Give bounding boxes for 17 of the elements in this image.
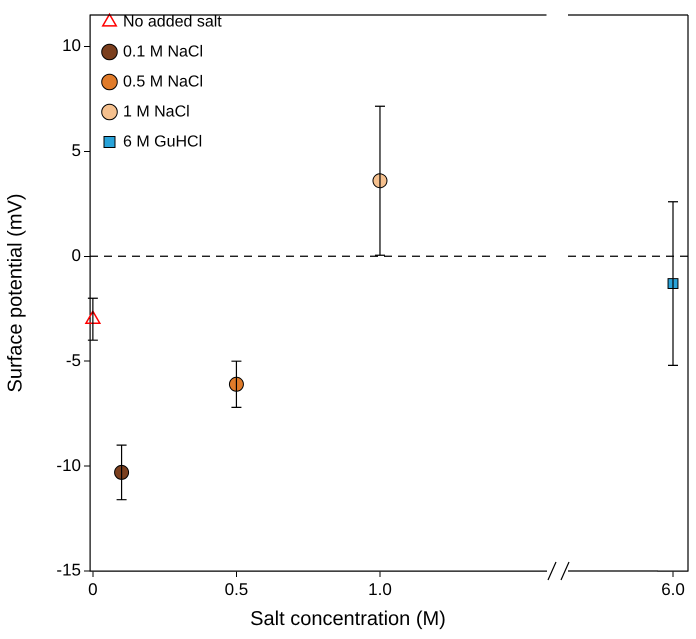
legend-label: 0.1 M NaCl — [123, 43, 204, 60]
x-tick-label: 0.5 — [224, 580, 248, 599]
x-tick-label: 1.0 — [368, 580, 392, 599]
y-tick-label: 5 — [72, 141, 81, 160]
legend-label: 0.5 M NaCl — [123, 73, 204, 90]
y-tick-label: 10 — [62, 36, 81, 56]
y-tick-label: 0 — [72, 246, 81, 265]
legend-label: 1 M NaCl — [123, 103, 190, 120]
x-tick-label: 6.0 — [661, 580, 685, 599]
y-axis-title: Surface potential (mV) — [4, 194, 27, 392]
y-tick-label: -15 — [56, 560, 81, 580]
y-tick-label: -10 — [56, 456, 81, 475]
legend-label: 6 M GuHCl — [123, 133, 202, 150]
y-tick-label: -5 — [66, 350, 81, 370]
x-axis-title: Salt concentration (M) — [249, 608, 447, 631]
x-tick-label: 0 — [88, 580, 98, 599]
legend-label: No added salt — [123, 13, 222, 30]
